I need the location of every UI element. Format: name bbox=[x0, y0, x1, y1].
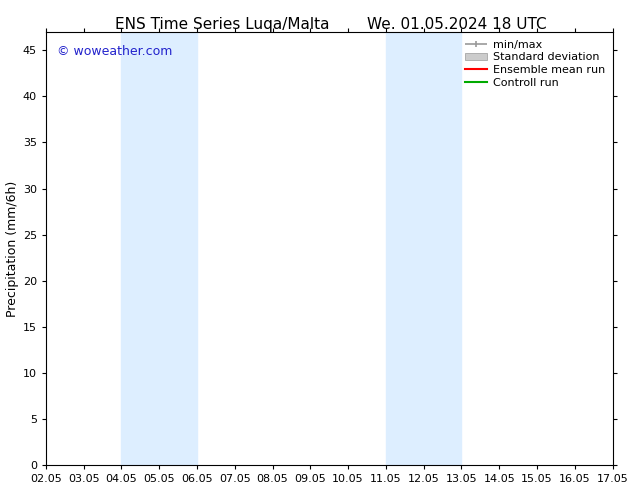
Legend: min/max, Standard deviation, Ensemble mean run, Controll run: min/max, Standard deviation, Ensemble me… bbox=[463, 37, 607, 90]
Text: ENS Time Series Luqa/Malta: ENS Time Series Luqa/Malta bbox=[115, 17, 329, 32]
Bar bbox=[386, 32, 462, 466]
Bar bbox=[122, 32, 197, 466]
Text: © woweather.com: © woweather.com bbox=[57, 45, 172, 58]
Text: We. 01.05.2024 18 UTC: We. 01.05.2024 18 UTC bbox=[366, 17, 547, 32]
Y-axis label: Precipitation (mm/6h): Precipitation (mm/6h) bbox=[6, 180, 18, 317]
